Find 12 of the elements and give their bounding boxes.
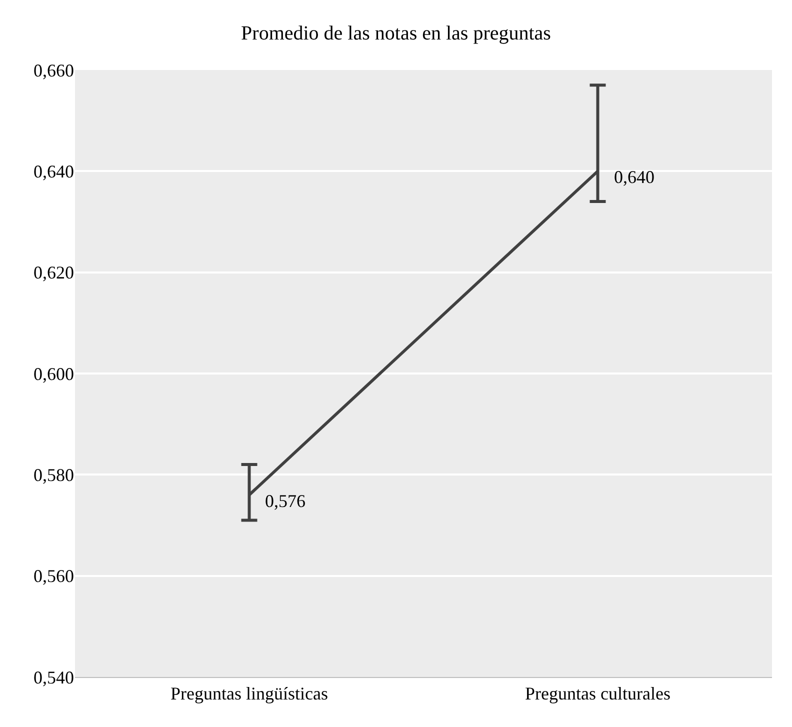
x-tick-label: Preguntas lingüísticas xyxy=(170,684,328,704)
y-tick-label: 0,660 xyxy=(34,60,74,80)
y-tick-label: 0,560 xyxy=(34,566,74,586)
x-tick-label: Preguntas culturales xyxy=(525,684,670,704)
data-label: 0,576 xyxy=(265,491,306,511)
y-tick-label: 0,620 xyxy=(34,262,74,283)
chart-title: Promedio de las notas en las preguntas xyxy=(241,22,552,44)
y-tick-label: 0,540 xyxy=(34,667,74,688)
y-tick-label: 0,640 xyxy=(34,161,74,182)
y-tick-label: 0,600 xyxy=(34,364,74,384)
y-tick-label: 0,580 xyxy=(34,464,74,485)
data-label: 0,640 xyxy=(614,167,654,187)
